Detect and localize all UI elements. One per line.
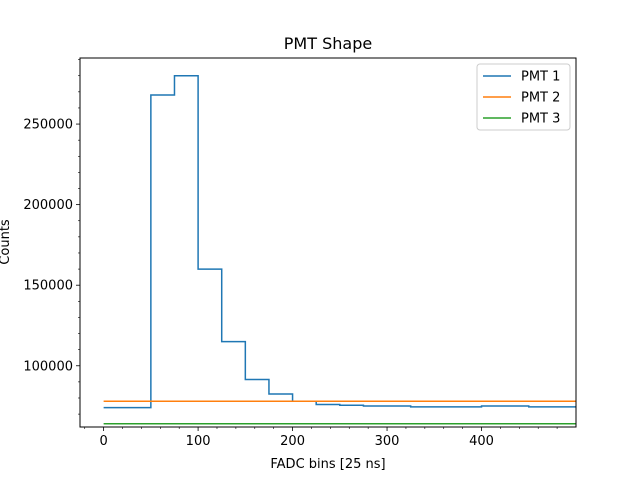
x-tick-label: 300 xyxy=(375,434,400,449)
legend-label-3: PMT 3 xyxy=(521,112,560,127)
y-tick-label: 200000 xyxy=(23,198,73,213)
x-tick-label: 100 xyxy=(186,434,211,449)
x-axis-ticks: 0 100 200 300 400 xyxy=(84,427,558,449)
y-axis-label: Counts xyxy=(0,219,13,265)
plot-frame xyxy=(79,57,577,428)
x-axis-label: FADC bins [25 ns] xyxy=(270,457,385,472)
x-tick-label: 400 xyxy=(469,434,494,449)
legend-label-1: PMT 1 xyxy=(521,70,560,85)
y-tick-label: 100000 xyxy=(23,359,73,374)
series-layer xyxy=(103,74,576,425)
y-axis-ticks: 100000 150000 200000 250000 xyxy=(23,59,80,415)
legend-label-2: PMT 2 xyxy=(521,91,560,106)
y-tick-label: 250000 xyxy=(23,118,73,133)
chart-title: PMT Shape xyxy=(284,34,372,53)
legend-box xyxy=(476,63,571,131)
x-tick-label: 200 xyxy=(280,434,305,449)
x-tick-label: 0 xyxy=(99,434,107,449)
y-tick-label: 150000 xyxy=(23,279,73,294)
series-line-1 xyxy=(103,74,576,409)
legend: PMT 1 PMT 2 PMT 3 xyxy=(476,63,571,131)
